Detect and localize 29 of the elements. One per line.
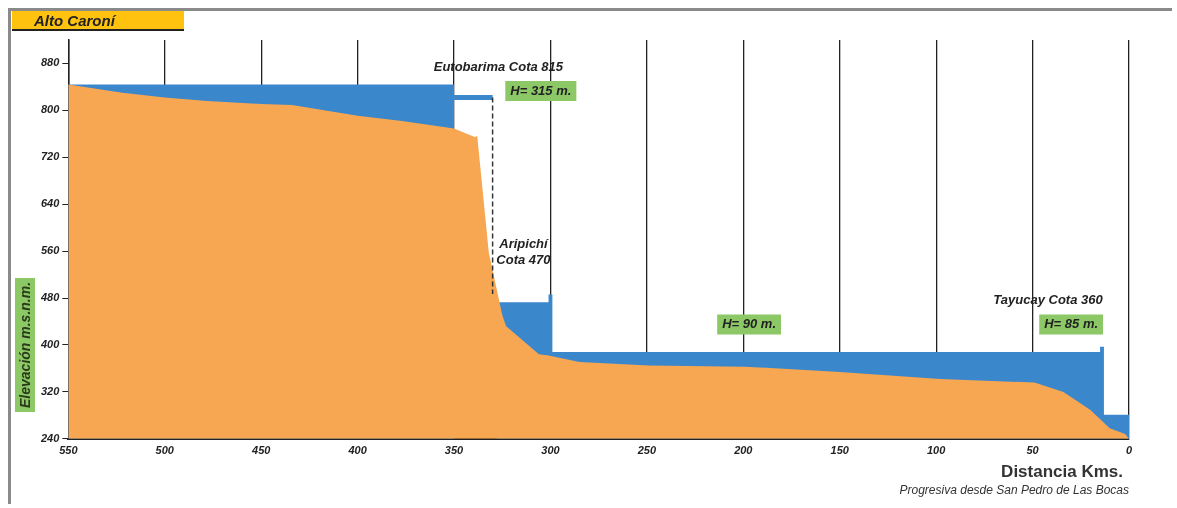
x-tick-label: 150 bbox=[830, 444, 850, 457]
x-tick-label: 50 bbox=[1026, 444, 1040, 457]
x-tick-label: 300 bbox=[541, 444, 561, 457]
y-tick-label: 720 bbox=[40, 150, 61, 163]
x-tick-label: 200 bbox=[733, 444, 754, 457]
annotation: H= 90 m. bbox=[722, 316, 777, 332]
x-tick-label: 350 bbox=[444, 444, 465, 457]
y-tick-label: 640 bbox=[40, 197, 61, 210]
y-tick-label: 800 bbox=[40, 103, 61, 116]
annotation: H= 85 m. bbox=[1044, 316, 1099, 332]
y-axis-title: Elevación m.s.n.m. bbox=[16, 281, 33, 408]
y-tick-label: 560 bbox=[40, 244, 61, 257]
text: Progresiva desde San Pedro de Las Bocas bbox=[899, 483, 1129, 498]
x-tick-label: 100 bbox=[926, 444, 947, 457]
x-tick-label: 0 bbox=[1125, 444, 1133, 457]
y-tick-label: 400 bbox=[39, 338, 61, 350]
x-tick-label: 500 bbox=[155, 444, 175, 457]
y-tick-label: 320 bbox=[40, 384, 61, 397]
x-tick-label: 250 bbox=[636, 444, 657, 457]
x-tick-label: 400 bbox=[347, 444, 368, 457]
annotation: Aripichí Cota 470 bbox=[496, 235, 552, 267]
x-tick-label: 450 bbox=[251, 444, 272, 457]
y-tick-label: 880 bbox=[40, 56, 61, 69]
annotation: H= 315 m. bbox=[510, 82, 572, 98]
chart-title: Alto Caroní bbox=[12, 11, 184, 31]
x-axis-title: Distancia Kms. bbox=[1001, 462, 1123, 482]
x-tick-label: 550 bbox=[59, 444, 79, 457]
y-tick-label: 240 bbox=[39, 431, 61, 444]
y-tick-label: 480 bbox=[39, 291, 61, 304]
